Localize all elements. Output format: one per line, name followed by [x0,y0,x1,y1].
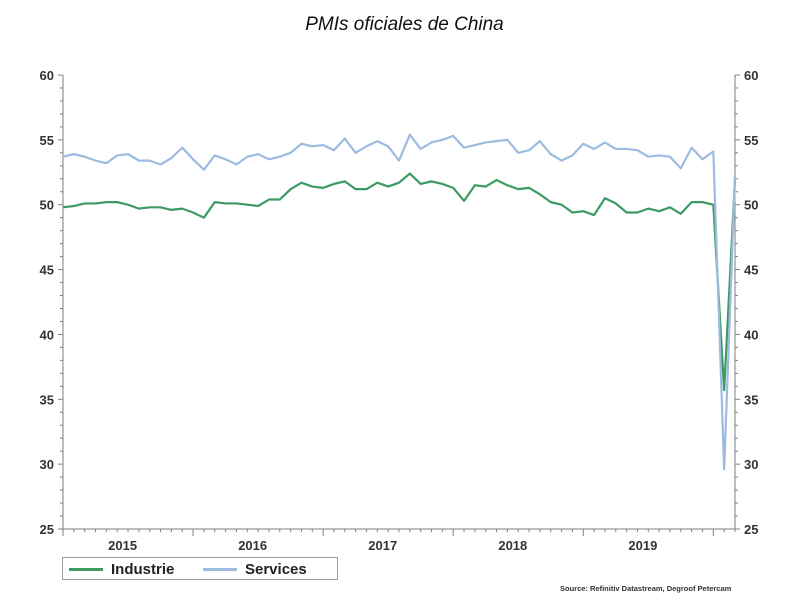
x-year-label: 2016 [238,538,267,553]
right-tick-label: 45 [744,263,758,278]
right-tick-label: 50 [744,198,758,213]
legend-label-industrie: Industrie [111,560,175,578]
left-tick-label: 45 [40,263,54,278]
right-tick-label: 40 [744,327,758,342]
series-line-services [62,133,737,471]
left-tick-label: 50 [40,198,54,213]
x-year-label: 2018 [498,538,527,553]
right-tick-label: 35 [744,392,758,407]
chart-title: PMIs oficiales de China [305,14,504,35]
legend-item-services: Services [203,560,307,578]
x-axis: 2015 2016 2017 2018 2019 [62,529,736,553]
legend-label-services: Services [245,560,307,578]
x-year-label: 2015 [108,538,137,553]
x-year-label: 2019 [628,538,657,553]
series-layer [62,133,737,471]
left-tick-label: 60 [40,68,54,83]
legend-item-industrie: Industrie [69,560,174,578]
left-tick-label: 55 [40,133,54,148]
legend: Industrie Services [62,557,338,580]
plot-frame [62,75,736,530]
source-note: Source: Refinitiv Datastream, Degroof Pe… [560,584,732,593]
right-tick-label: 30 [744,457,758,472]
right-tick-label: 25 [744,522,758,537]
x-year-label: 2017 [368,538,397,553]
right-tick-label: 55 [744,133,758,148]
series-line-industrie [62,172,737,392]
legend-swatch-services [203,567,237,571]
left-tick-label: 25 [40,522,54,537]
legend-swatch-industrie [69,567,103,571]
right-tick-label: 60 [744,68,758,83]
left-tick-label: 30 [40,457,54,472]
left-y-axis: 25 30 35 40 45 50 55 60 [40,68,63,537]
right-y-axis: 25 30 35 40 45 50 55 60 [735,68,758,537]
left-tick-label: 35 [40,392,54,407]
left-tick-label: 40 [40,327,54,342]
